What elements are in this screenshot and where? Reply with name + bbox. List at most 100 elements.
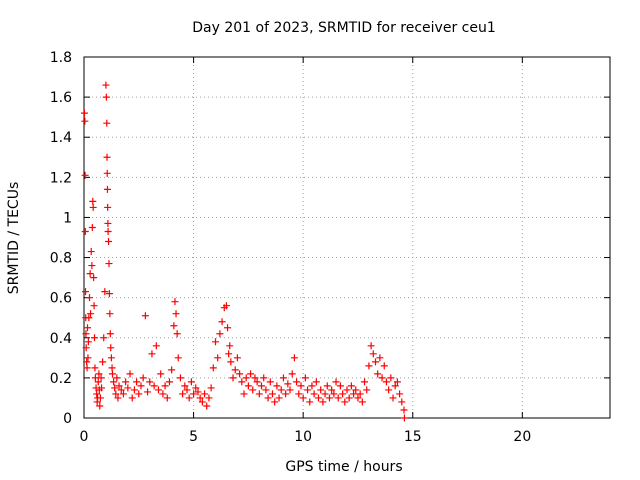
data-point <box>115 382 123 390</box>
data-point <box>321 390 329 398</box>
data-point <box>137 382 145 390</box>
data-point <box>255 390 263 398</box>
data-point <box>105 260 113 268</box>
data-point <box>170 322 178 330</box>
data-point <box>284 380 292 388</box>
data-point <box>279 374 287 382</box>
data-point <box>187 378 195 386</box>
data-point <box>354 394 362 402</box>
y-axis-label: SRMTID / TECUs <box>6 182 22 295</box>
data-point <box>304 386 312 394</box>
data-point <box>308 382 316 390</box>
data-point <box>80 109 88 117</box>
data-point <box>260 374 268 382</box>
data-point <box>87 310 95 318</box>
data-point <box>105 238 113 246</box>
data-point <box>203 402 211 410</box>
data-point <box>352 386 360 394</box>
x-tick-label: 15 <box>404 429 422 445</box>
data-point <box>141 312 149 320</box>
data-point <box>310 390 318 398</box>
data-point <box>168 366 176 374</box>
data-point <box>107 344 115 352</box>
data-point <box>325 394 333 402</box>
data-point <box>82 330 90 338</box>
data-point <box>290 354 298 362</box>
data-point <box>398 398 406 406</box>
data-point <box>84 354 92 362</box>
data-point <box>358 398 366 406</box>
data-point <box>295 390 303 398</box>
data-point <box>249 386 257 394</box>
data-point <box>293 378 301 386</box>
data-point <box>396 390 404 398</box>
data-point <box>128 394 136 402</box>
data-point <box>361 378 369 386</box>
data-point <box>194 388 202 396</box>
y-tick-label: 1 <box>63 210 72 226</box>
data-point <box>369 350 377 358</box>
y-tick-label: 1.6 <box>50 90 72 106</box>
data-point <box>371 358 379 366</box>
data-point <box>110 378 118 386</box>
data-point <box>365 362 373 370</box>
data-point <box>273 382 281 390</box>
data-point <box>378 374 386 382</box>
data-point <box>247 370 255 378</box>
data-point <box>96 394 104 402</box>
data-point <box>104 227 112 235</box>
data-point <box>262 386 270 394</box>
data-point <box>244 382 252 390</box>
data-point <box>124 384 132 392</box>
data-point <box>332 378 340 386</box>
data-point <box>179 390 187 398</box>
x-tick-label: 0 <box>80 429 89 445</box>
data-point <box>146 378 154 386</box>
data-point <box>122 378 130 386</box>
data-point <box>86 270 94 278</box>
data-point <box>319 398 327 406</box>
data-point <box>102 93 110 101</box>
data-point <box>150 382 158 390</box>
x-tick-labels: 0 5 10 15 20 <box>80 429 532 445</box>
data-point <box>238 378 246 386</box>
data-point <box>163 394 171 402</box>
data-point <box>345 394 353 402</box>
data-point <box>224 324 232 332</box>
data-point <box>107 354 115 362</box>
data-point <box>334 394 342 402</box>
y-tick-labels: 0 0.2 0.4 0.6 0.8 1 1.2 1.4 1.6 1.8 <box>50 50 72 427</box>
data-point <box>139 374 147 382</box>
data-point <box>330 390 338 398</box>
data-point <box>282 390 290 398</box>
data-point <box>209 364 217 372</box>
data-point <box>117 386 125 394</box>
data-point <box>106 310 114 318</box>
data-point <box>97 374 105 382</box>
data-point <box>339 390 347 398</box>
data-point <box>198 398 206 406</box>
data-point <box>400 414 408 422</box>
data-point <box>275 394 283 402</box>
data-point <box>104 219 112 227</box>
data-point <box>102 81 110 89</box>
data-point <box>277 386 285 394</box>
data-point <box>306 398 314 406</box>
data-point <box>218 318 226 326</box>
data-point <box>157 370 165 378</box>
data-point <box>214 354 222 362</box>
data-point <box>144 388 152 396</box>
data-point <box>264 394 272 402</box>
data-point <box>90 302 98 310</box>
data-point <box>222 302 230 310</box>
data-point <box>231 366 239 374</box>
data-point <box>173 330 181 338</box>
data-point <box>216 330 224 338</box>
data-point <box>347 382 355 390</box>
data-points <box>80 81 408 422</box>
data-point <box>114 394 122 402</box>
data-point <box>192 384 200 392</box>
data-point <box>271 398 279 406</box>
data-point <box>155 386 163 394</box>
